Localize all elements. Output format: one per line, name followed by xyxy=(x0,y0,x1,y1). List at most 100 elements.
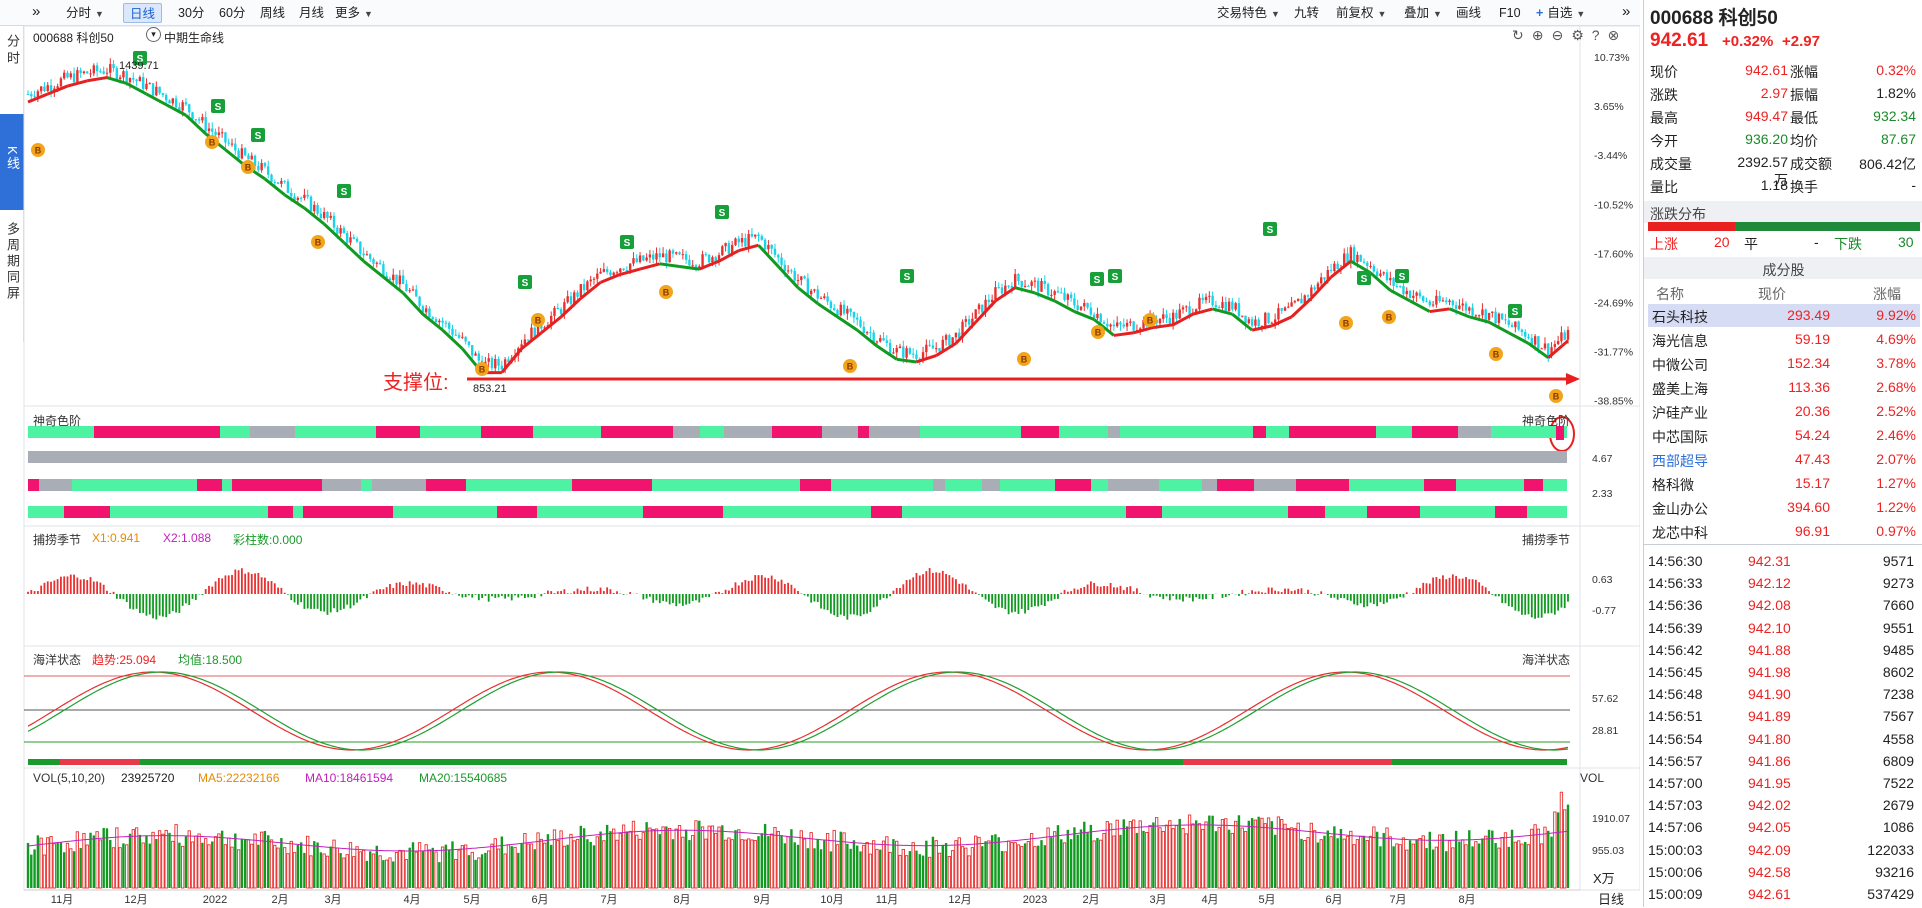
life-line-segment xyxy=(1527,342,1550,359)
candle-body xyxy=(1092,314,1096,319)
candle-body xyxy=(839,304,842,316)
nav-multi-period[interactable]: 多周期同屏 xyxy=(0,222,24,312)
constituent-row[interactable]: 中芯国际 54.24 2.46% xyxy=(1648,424,1920,447)
collapse-icon[interactable]: » xyxy=(32,3,41,20)
toolbar-right-1[interactable]: 九转 xyxy=(1288,3,1325,23)
constituent-row[interactable]: 盛美上海 113.36 2.68% xyxy=(1648,376,1920,399)
toolbar-left-2[interactable]: 30分 xyxy=(172,3,210,23)
color-cell xyxy=(1527,506,1541,518)
candle-body xyxy=(981,304,984,313)
life-line-segment xyxy=(1448,307,1470,319)
volume-bar xyxy=(1155,817,1159,889)
color-cell xyxy=(1071,506,1105,518)
month-tick: 5月 xyxy=(1258,894,1275,906)
toolbar-left-1[interactable]: 日线 xyxy=(123,3,163,23)
candle-body xyxy=(79,70,82,74)
toolbar-left-0[interactable]: 分时 ▼ xyxy=(60,3,110,23)
nav-multi-period-label: 多周期同屏 xyxy=(5,222,20,302)
candle-body xyxy=(1527,336,1530,339)
chevron-down-icon[interactable]: ▾ xyxy=(146,27,161,42)
volume-bar xyxy=(414,851,418,889)
quote-label: 现价 xyxy=(1650,64,1678,80)
constituent-row[interactable]: 格科微 15.17 1.27% xyxy=(1648,472,1920,495)
candle-body xyxy=(556,307,559,310)
volume-bar xyxy=(49,836,53,889)
color-cell xyxy=(1372,451,1396,463)
candle-body xyxy=(178,107,181,111)
toolbar-left-5[interactable]: 月线 xyxy=(293,3,330,23)
candle-body xyxy=(1379,273,1382,276)
toolbar-left-4[interactable]: 周线 xyxy=(254,3,291,23)
volume-bar xyxy=(470,851,474,889)
tick-cell: 93216 xyxy=(1875,863,1914,880)
volume-bar xyxy=(178,842,181,888)
candle-body xyxy=(286,181,290,193)
volume-bar xyxy=(480,854,484,888)
color-cell xyxy=(197,479,222,491)
candle-body xyxy=(954,332,958,338)
volume-bar xyxy=(1520,843,1524,889)
tick-row: 14:56:48 941.90 7238 xyxy=(1648,683,1920,706)
expand-icon[interactable]: » xyxy=(1622,3,1631,20)
panel-frame xyxy=(23,645,1640,769)
candle-body xyxy=(1168,317,1172,324)
tick-row: 14:56:57 941.86 6809 xyxy=(1648,750,1920,773)
candle-body xyxy=(1227,301,1231,312)
volume-bar xyxy=(799,830,803,889)
candle-body xyxy=(49,85,53,91)
toolbar-right-4[interactable]: 画线 xyxy=(1450,3,1487,23)
tick-row: 14:57:00 941.95 7522 xyxy=(1648,772,1920,795)
toolbar-right-0[interactable]: 交易特色 ▼ xyxy=(1211,3,1286,23)
candle-body xyxy=(609,272,612,276)
life-line-segment xyxy=(1429,307,1450,314)
color-cell xyxy=(1034,479,1055,491)
color-cell xyxy=(1456,479,1470,491)
volume-bar xyxy=(773,826,777,889)
candle-body xyxy=(46,85,49,92)
candle-body xyxy=(365,254,369,256)
volume-bar xyxy=(1497,847,1501,889)
toolbar-right-3[interactable]: 叠加 ▼ xyxy=(1398,3,1448,23)
chart-tool-icons[interactable]: ↻⊕⊖⚙?⊗ xyxy=(1512,27,1628,43)
sell-marker-icon xyxy=(211,99,225,113)
candle-body xyxy=(447,322,451,329)
volume-bar xyxy=(654,828,659,889)
candle-body xyxy=(1198,297,1201,310)
constituent-row[interactable]: 海光信息 59.19 4.69% xyxy=(1648,328,1920,351)
life-line-segment xyxy=(1488,320,1510,335)
constituent-cell: 海光信息 xyxy=(1652,333,1708,349)
constituent-row[interactable]: 金山办公 394.60 1.22% xyxy=(1648,496,1920,519)
color-cell xyxy=(576,506,608,518)
constituent-cell: 20.36 xyxy=(1794,403,1830,419)
constituent-row[interactable]: 石头科技 293.49 9.92% xyxy=(1648,304,1920,327)
volume-bar xyxy=(187,830,191,889)
nav-timeshare[interactable]: 分时 xyxy=(0,34,24,74)
volume-bar xyxy=(760,833,764,888)
constituent-row[interactable]: 龙芯中科 96.91 0.97% xyxy=(1648,520,1920,543)
volume-bar xyxy=(529,843,534,889)
candle-body xyxy=(1415,292,1418,296)
buy-marker-icon xyxy=(1382,310,1396,324)
toolbar-left-3[interactable]: 60分 xyxy=(213,3,251,23)
toolbar-right-label: 叠加 xyxy=(1404,6,1430,20)
volume-bar xyxy=(151,831,155,889)
candle-body xyxy=(740,238,744,243)
candle-body xyxy=(441,320,444,323)
toolbar-right-5[interactable]: F10 xyxy=(1493,3,1527,23)
toolbar-right-6[interactable]: + 自选 ▼ xyxy=(1530,3,1591,23)
candle-body xyxy=(1389,277,1392,281)
constituent-row[interactable]: 西部超导 47.43 2.07% xyxy=(1648,448,1920,471)
buy-marker-text: B xyxy=(1095,328,1102,338)
nav-kline[interactable]: K线 xyxy=(0,114,24,210)
period-tab[interactable]: 日线 xyxy=(1598,892,1625,907)
volume-bar xyxy=(621,824,626,889)
life-line-segment xyxy=(698,259,720,271)
volume-bar xyxy=(802,838,807,889)
constituent-cell: 2.46% xyxy=(1876,427,1916,443)
toolbar-right-2[interactable]: 前复权 ▼ xyxy=(1330,3,1392,23)
toolbar-left-6[interactable]: 更多 ▼ xyxy=(329,3,379,23)
constituent-row[interactable]: 中微公司 152.34 3.78% xyxy=(1648,352,1920,375)
color-cell xyxy=(1348,451,1372,463)
constituent-row[interactable]: 沪硅产业 20.36 2.52% xyxy=(1648,400,1920,423)
